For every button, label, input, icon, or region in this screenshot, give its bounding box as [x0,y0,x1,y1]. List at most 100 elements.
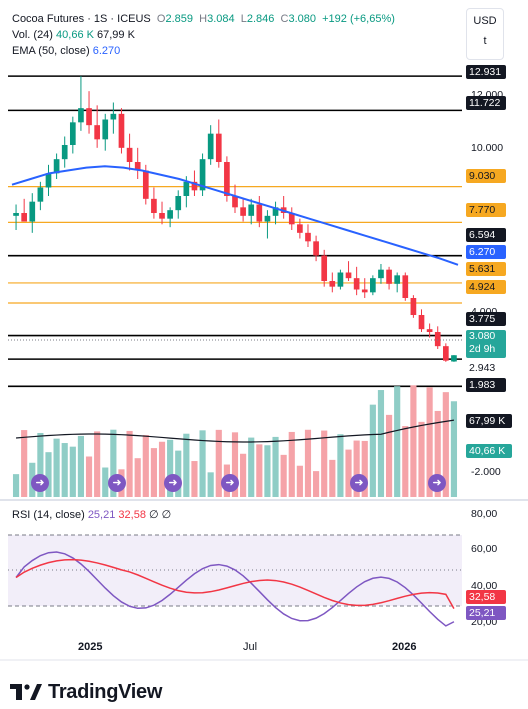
arrow-right-circle-icon[interactable]: ➜ [31,474,49,492]
candle-body [175,196,182,211]
volume-bar [77,435,85,497]
ema-value: 6.270 [92,45,121,57]
candle-body [207,133,214,160]
candle [329,272,336,293]
level-tag-3775[interactable]: 3.775 [466,312,506,326]
candle-body [13,213,19,216]
rsi-tick-40: 40,00 [471,580,498,592]
symbol-title[interactable]: Cocoa Futures · 1S · ICEUS [12,13,151,25]
volume-bar [296,465,303,497]
arrow-right-circle-icon[interactable]: ➜ [428,474,446,492]
candle-body [159,213,165,219]
candle [313,235,319,262]
volume-bar [450,401,458,497]
candle-body [426,329,433,332]
candle [297,218,303,239]
price-tick-minus-2000: -2.000 [471,466,501,478]
candle-body [410,298,417,315]
candle-body [215,133,222,162]
low-label: L [240,13,247,25]
volume-bar [199,430,206,497]
last-price-tag[interactable]: 3.080 2d 9h [466,330,506,358]
volume-bar [102,467,109,497]
candle [426,323,433,338]
tradingview-logo[interactable]: TradingView [10,681,162,703]
candle [199,153,206,196]
candle [378,264,384,284]
candle [305,224,311,247]
candle-body [110,113,117,120]
candle [418,309,425,332]
candle-body [418,315,425,330]
candle-body [451,355,457,362]
rsi-empty-a: ∅ [149,509,159,521]
volume-bar [158,441,166,497]
level-tag-9030[interactable]: 9.030 [466,169,506,183]
volume-bar [12,474,20,497]
rsi-tag[interactable]: 25,21 [466,606,506,620]
candle [126,133,133,171]
level-tag-6594[interactable]: 6.594 [466,228,506,242]
candle [256,196,263,228]
legend-ema-row[interactable]: EMA (50, close) 6.270 [12,43,395,59]
candle [21,198,28,222]
currency-unit-button[interactable]: USD t [466,8,504,60]
volume-bar [442,392,449,497]
candle-body [102,119,109,140]
ema-price-tag[interactable]: 6.270 [466,245,506,259]
brand-name: TradingView [48,680,163,703]
volume-bar [53,438,60,497]
level-tag-11722[interactable]: 11.722 [466,96,506,110]
volume-bar [150,448,157,497]
volume-bar [110,429,117,497]
rsi-empty-b: ∅ [161,509,172,521]
candle [345,261,352,281]
volume-label: Vol. (24) [12,29,53,41]
bar-countdown: 2d 9h [469,343,496,355]
level-tag-5631[interactable]: 5.631 [466,262,506,276]
level-tag-2943[interactable]: 2.943 [466,361,506,375]
volume-bar [280,454,287,497]
volume-tag[interactable]: 40,66 K [466,444,512,458]
volume-bar [134,458,141,497]
level-tag-4924[interactable]: 4.924 [466,280,506,294]
candle [175,190,182,219]
legend-ohlc-row[interactable]: Cocoa Futures · 1S · ICEUS O2.859 H3.084… [12,11,395,27]
level-tag-7770[interactable]: 7.770 [466,203,506,217]
arrow-right-circle-icon[interactable]: ➜ [164,474,182,492]
legend-volume-row[interactable]: Vol. (24) 40,66 K 67,99 K [12,27,395,43]
candle-body [45,173,52,188]
change-value: +192 (+6,65%) [322,13,395,25]
level-tag-1983[interactable]: 1.983 [466,378,506,392]
volume-bar [426,387,433,497]
candle-body [183,181,190,196]
level-tag-12931[interactable]: 12.931 [466,65,506,79]
volume-bar [394,386,401,497]
candle-body [378,269,384,279]
candle-body [370,278,376,293]
close-value: 3.080 [288,13,316,25]
rsi-legend[interactable]: RSI (14, close) 25,21 32,58 ∅ ∅ [12,507,171,523]
candle-body [37,187,44,202]
arrow-right-circle-icon[interactable]: ➜ [221,474,239,492]
high-value: 3.084 [207,13,235,25]
volume-ma-tag[interactable]: 67,99 K [466,414,512,428]
candle [248,198,255,225]
volume-bar [21,430,28,497]
volume-bar [175,450,182,497]
candle [240,198,246,222]
arrow-right-circle-icon[interactable]: ➜ [350,474,368,492]
rsi-ma-tag[interactable]: 32,58 [466,590,506,604]
candle [102,113,109,151]
candle-body [232,196,238,208]
arrow-right-circle-icon[interactable]: ➜ [108,474,126,492]
ema-line [11,165,459,266]
candle [69,116,76,154]
volume-bar [377,390,385,497]
volume-value-a: 40,66 K [56,29,94,41]
candle [45,164,52,196]
open-value: 2.859 [165,13,193,25]
candle [94,105,100,148]
close-label: C [280,13,289,25]
